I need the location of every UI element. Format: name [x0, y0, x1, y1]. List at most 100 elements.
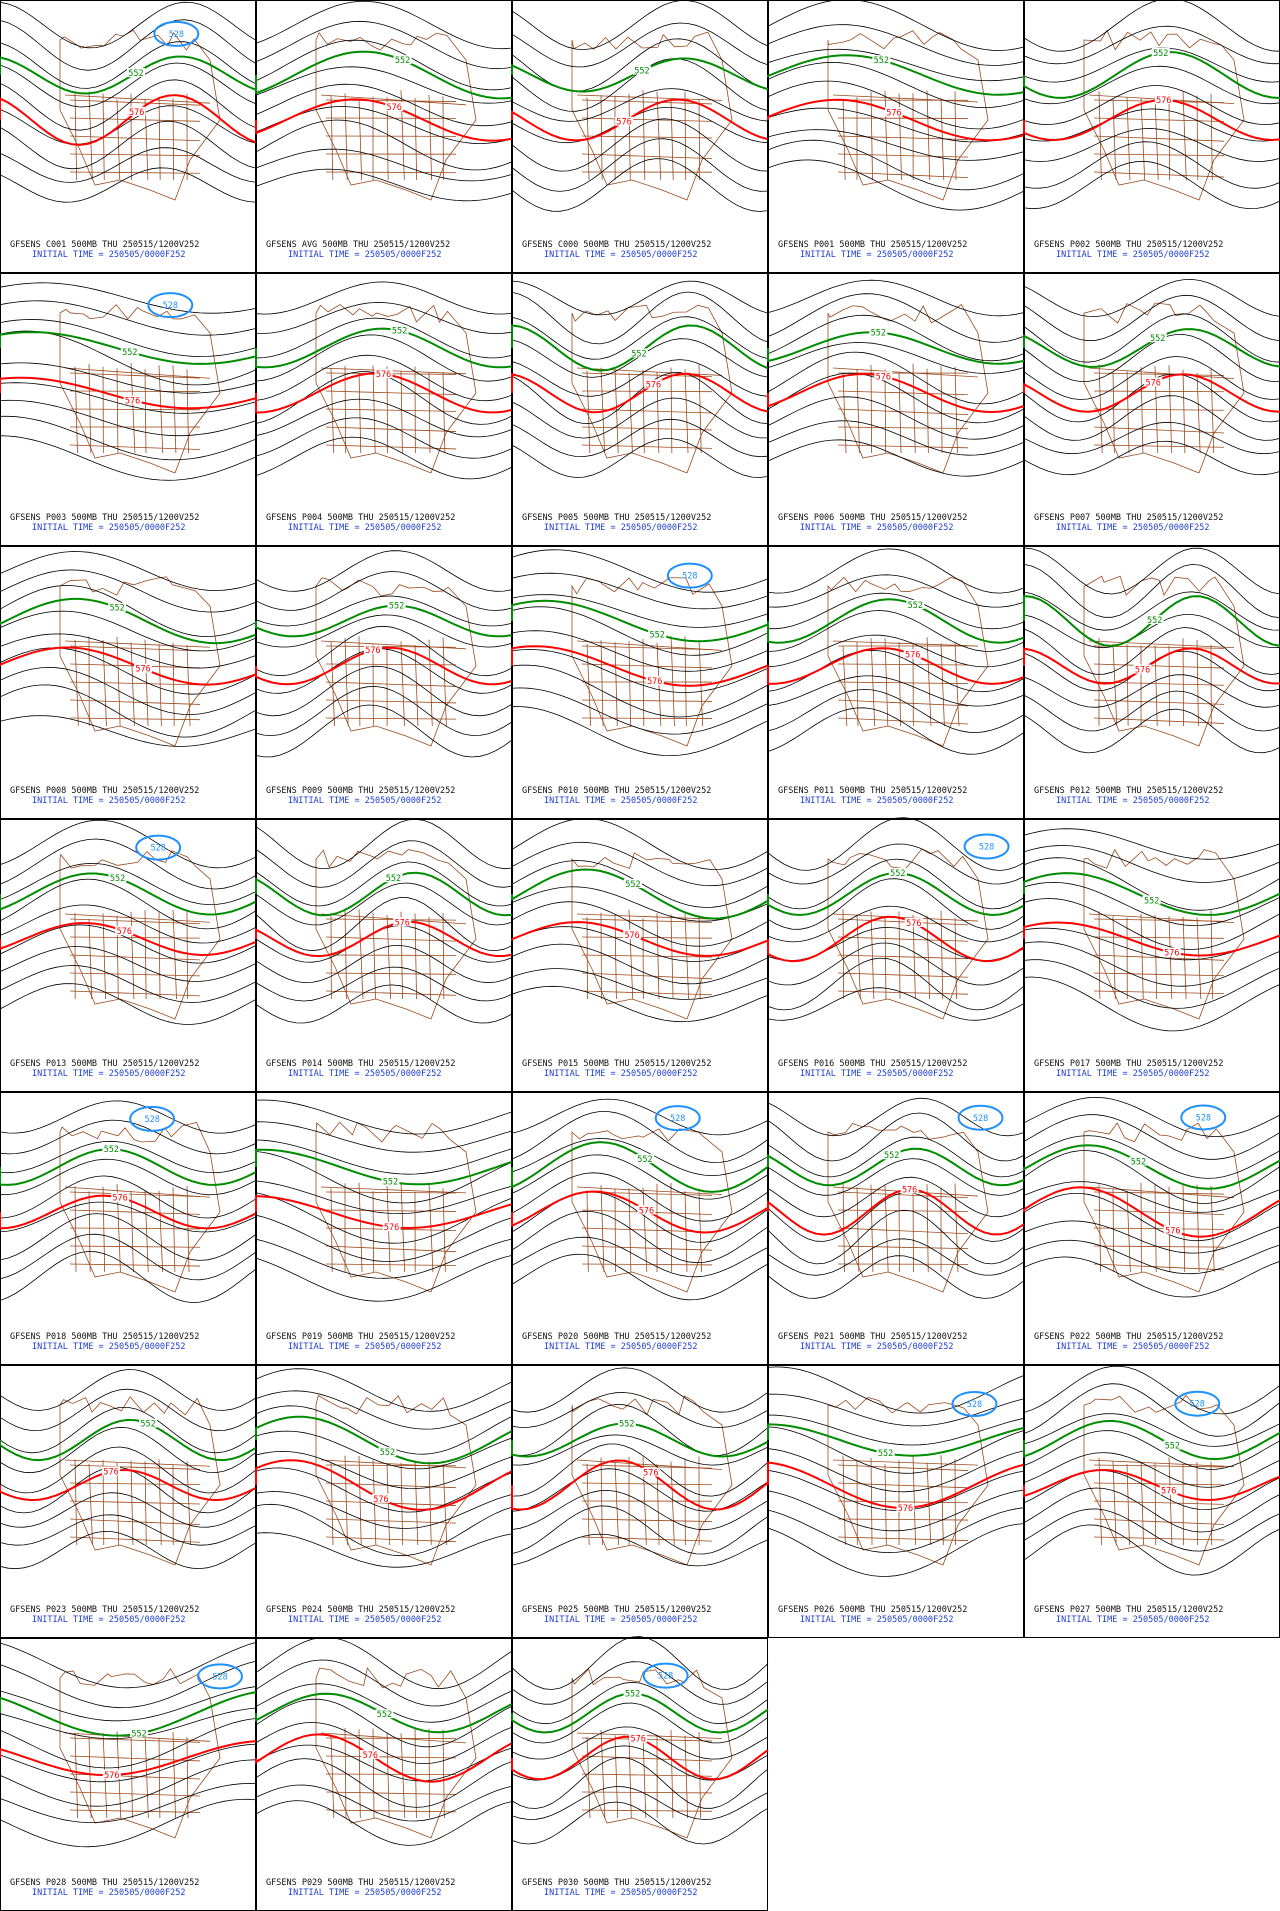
border: [172, 910, 177, 1000]
border: [69, 1191, 201, 1198]
panel-init-time: INITIAL TIME = 250505/0000F252: [32, 250, 186, 260]
contour-label: 552: [110, 874, 125, 884]
border: [614, 642, 618, 727]
border: [69, 1464, 201, 1470]
contour-label: 576: [125, 396, 140, 406]
contour: [767, 1426, 1025, 1474]
border: [614, 1188, 616, 1273]
contour: [767, 1176, 1025, 1218]
border: [116, 1462, 120, 1546]
contour: [511, 1236, 769, 1278]
contour: [1023, 1096, 1280, 1138]
label-bg: [130, 1728, 149, 1738]
coastline: [59, 304, 221, 474]
contour: [511, 1489, 769, 1531]
contour: [1023, 1508, 1280, 1552]
border: [581, 1791, 713, 1794]
label-bg: [615, 116, 634, 126]
contour: [511, 901, 769, 947]
contour: [255, 984, 513, 1024]
label-bg: [641, 1467, 660, 1477]
border: [837, 1464, 969, 1471]
map-panel: 552 576 GFSENS P006 500MB THU 250515/1200V…: [767, 273, 1025, 546]
border: [69, 1791, 201, 1797]
border: [940, 643, 945, 727]
coastline: [315, 31, 477, 201]
border: [69, 936, 201, 939]
contour: [255, 1255, 513, 1302]
contour-line: [255, 871, 513, 917]
panel-init-time: INITIAL TIME = 250505/0000F252: [544, 523, 698, 533]
label-bg: [102, 1466, 121, 1476]
coastline: [315, 304, 477, 474]
border: [581, 1263, 713, 1266]
contour: [767, 279, 1025, 317]
contour: [1023, 334, 1280, 382]
contour: [1023, 160, 1280, 210]
contour: [1023, 294, 1280, 342]
border: [856, 642, 859, 727]
contour-label: 576: [373, 1495, 388, 1505]
coastline: [571, 31, 733, 201]
label-bg: [1148, 333, 1167, 343]
label-bg: [1159, 1485, 1178, 1495]
label-bg: [906, 600, 925, 610]
panel-frame: [256, 546, 512, 819]
contour-line: [511, 372, 769, 414]
contour: [511, 943, 769, 985]
contour-label: 528: [967, 1400, 982, 1410]
panel-title: GFSENS P005 500MB THU 250515/1200V252: [522, 513, 711, 523]
panel-title: GFSENS C000 500MB THU 250515/1200V252: [522, 240, 711, 250]
contour: [0, 62, 257, 108]
contour-line: [1023, 1419, 1280, 1461]
panel-title: GFSENS P024 500MB THU 250515/1200V252: [266, 1605, 455, 1615]
contour: [255, 897, 513, 952]
contour: [511, 705, 769, 757]
border: [670, 99, 674, 181]
panel-init-time: INITIAL TIME = 250505/0000F252: [1056, 1342, 1210, 1352]
contour: [511, 664, 769, 718]
panel-init-time: INITIAL TIME = 250505/0000F252: [544, 250, 698, 260]
contour-loop: [642, 1662, 689, 1689]
border: [69, 1209, 201, 1215]
contour: [1023, 959, 1280, 1009]
contour: [255, 354, 513, 402]
contour-label: 576: [646, 380, 661, 390]
border: [325, 1263, 457, 1266]
border: [837, 1227, 969, 1235]
contour: [767, 48, 1025, 82]
contour: [1023, 1181, 1280, 1213]
border: [1088, 367, 1235, 380]
contour-label: 528: [144, 1115, 159, 1125]
map-panel: 552 576 GFSENS P008 500MB THU 250515/1200V…: [0, 546, 257, 819]
border: [1093, 408, 1225, 411]
contour: [1023, 1413, 1280, 1447]
contour-label: 552: [380, 1448, 395, 1458]
border: [1093, 1227, 1225, 1230]
contour: [0, 924, 257, 964]
contour: [0, 1642, 257, 1689]
map-panel: 528 552 576 GFSENS P028 500MB THU 250515/12…: [0, 1638, 257, 1911]
contour: [767, 1097, 1025, 1137]
contour: [255, 1503, 513, 1557]
contour-label: 576: [365, 646, 380, 656]
panel-init-time: INITIAL TIME = 250505/0000F252: [800, 1069, 954, 1079]
contour-label: 576: [384, 1223, 399, 1233]
label-bg: [371, 1493, 390, 1503]
contour: [0, 1686, 257, 1722]
border: [684, 91, 687, 181]
contour: [0, 1466, 257, 1514]
contour: [511, 1392, 769, 1428]
contour-label: 528: [682, 572, 697, 582]
border: [842, 1182, 845, 1273]
label-bg: [108, 602, 127, 612]
border: [642, 638, 645, 727]
contour-label: 576: [886, 108, 901, 118]
border: [1093, 135, 1225, 142]
contour: [0, 1100, 257, 1134]
border: [1196, 640, 1199, 727]
border: [325, 171, 457, 174]
contour: [0, 684, 257, 738]
contour: [1023, 1365, 1280, 1415]
